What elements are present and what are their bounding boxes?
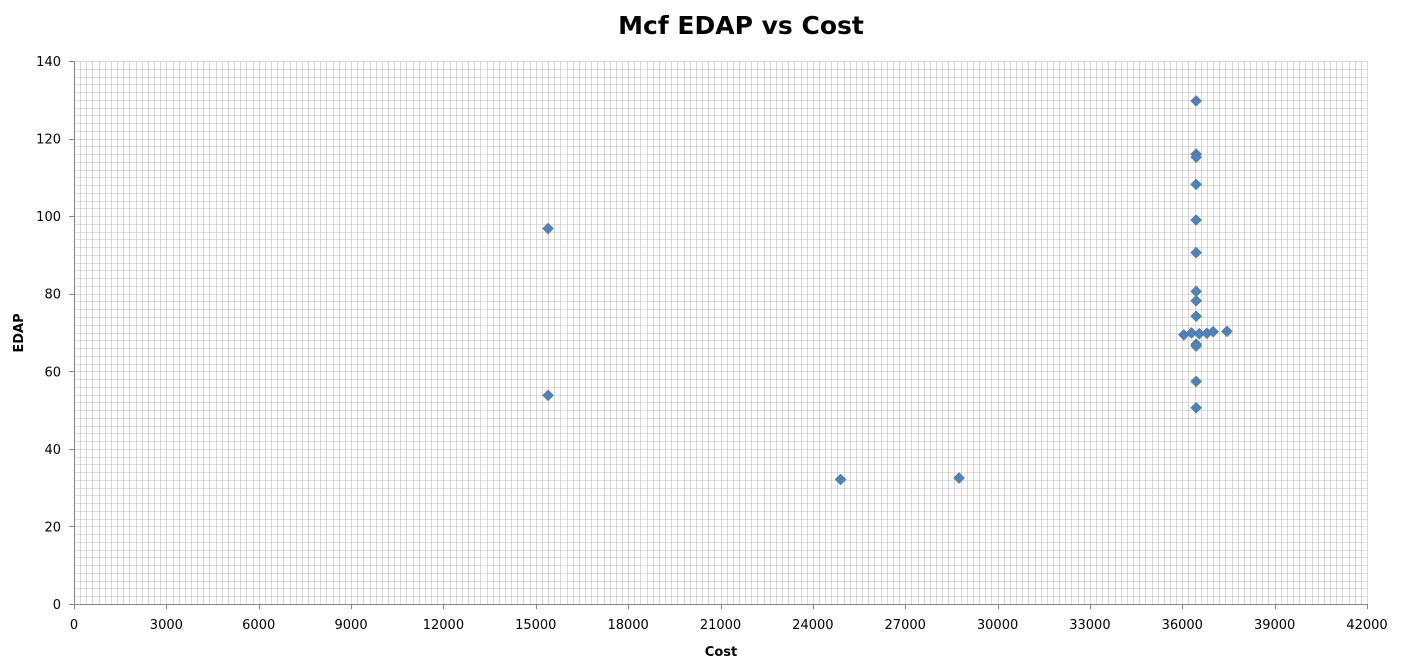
data-point (1190, 214, 1202, 226)
data-point (1207, 325, 1219, 338)
data-point (1190, 151, 1202, 164)
data-point (834, 473, 847, 486)
x-tick-label: 36000 (1162, 618, 1203, 633)
data-point (542, 222, 554, 235)
chart-title: Mcf EDAP vs Cost (618, 11, 864, 40)
x-tick-label: 3000 (150, 618, 183, 633)
data-point (1190, 310, 1202, 323)
data-points (542, 95, 1233, 486)
x-tick-label: 9000 (335, 618, 368, 633)
y-tick-label: 100 (36, 210, 61, 225)
data-point (1190, 340, 1202, 352)
x-tick-label: 30000 (977, 618, 1018, 633)
y-tick-label: 140 (36, 55, 61, 70)
grid (74, 61, 1368, 605)
x-tick-label: 33000 (1069, 618, 1110, 633)
data-point (1190, 178, 1202, 191)
data-point (953, 472, 965, 484)
data-point (1221, 325, 1233, 338)
data-point (1190, 246, 1202, 259)
data-point (542, 389, 554, 402)
x-axis-title: Cost (705, 645, 737, 657)
data-point (1190, 95, 1202, 107)
axes (69, 61, 1368, 609)
data-point (1190, 375, 1202, 388)
x-tick-label: 6000 (242, 618, 275, 633)
x-tick-label: 39000 (1254, 618, 1295, 633)
data-point (1185, 327, 1198, 339)
x-tick-label: 24000 (792, 618, 833, 633)
tick-labels: 0 3000 6000 9000 12000 15000 18000 21000 24000 27… (36, 55, 1388, 633)
y-tick-label: 80 (44, 288, 61, 303)
data-point (1190, 401, 1202, 414)
x-tick-label: 0 (70, 618, 78, 633)
y-tick-label: 20 (44, 520, 61, 535)
y-tick-label: 60 (44, 365, 61, 380)
x-tick-label: 18000 (607, 618, 648, 633)
y-tick-label: 40 (44, 443, 61, 458)
y-tick-label: 0 (53, 598, 61, 613)
y-tick-label: 120 (36, 133, 61, 148)
x-tick-label: 42000 (1346, 618, 1387, 633)
y-axis-title: EDAP (12, 313, 27, 352)
x-tick-label: 21000 (700, 618, 741, 633)
x-tick-label: 15000 (515, 618, 556, 633)
data-point (1190, 294, 1202, 307)
x-tick-label: 27000 (885, 618, 926, 633)
x-tick-label: 12000 (423, 618, 464, 633)
